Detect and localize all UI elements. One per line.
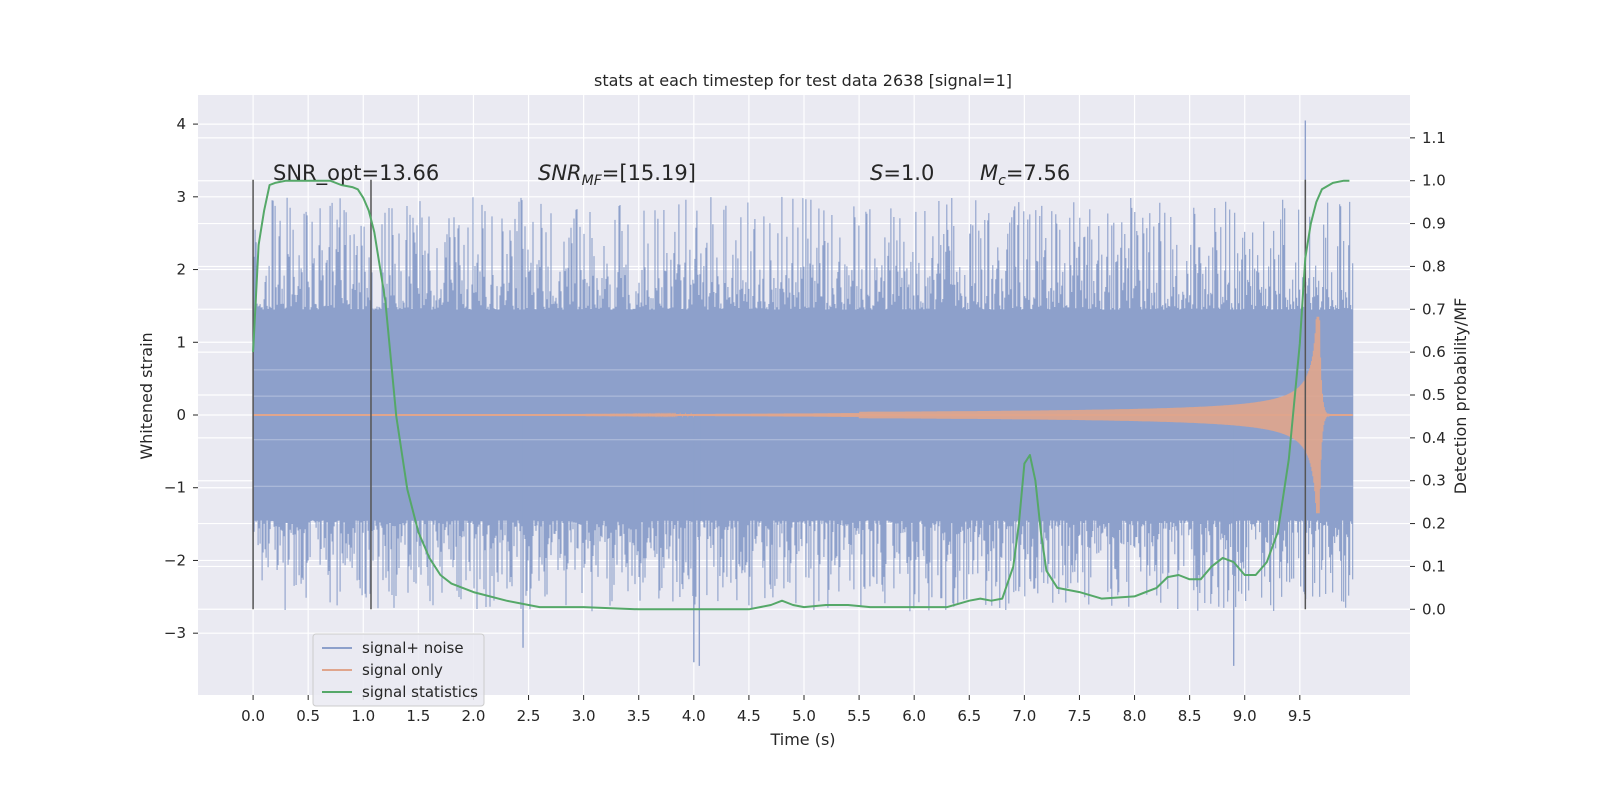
chart-title: stats at each timestep for test data 263… xyxy=(594,71,1012,90)
y-right-tick-label: 0.2 xyxy=(1422,515,1446,533)
snr-mf-value: =[15.19] xyxy=(602,161,696,185)
y-right-axis-ticks: 1.1 1.0 0.9 0.8 0.7 0.6 0.5 0.4 0.3 0.2 0.1 0.0 xyxy=(1410,129,1446,618)
legend: signal+ noise signal only signal statist… xyxy=(312,633,485,707)
x-tick-label: 9.0 xyxy=(1233,707,1257,725)
x-tick-label: 4.0 xyxy=(682,707,706,725)
x-tick-label: 4.5 xyxy=(737,707,761,725)
y-right-tick-label: 0.7 xyxy=(1422,300,1446,318)
x-tick-label: 7.0 xyxy=(1012,707,1036,725)
x-tick-label: 9.5 xyxy=(1288,707,1312,725)
x-tick-label: 0.0 xyxy=(241,707,265,725)
y-left-tick-label: 3 xyxy=(176,188,186,206)
y-right-tick-label: 1.1 xyxy=(1422,129,1446,147)
mc-sub: c xyxy=(998,173,1006,189)
x-tick-label: 6.0 xyxy=(902,707,926,725)
signal-only-series xyxy=(253,316,1353,514)
y-right-tick-label: 0.1 xyxy=(1422,557,1446,575)
x-tick-label: 7.5 xyxy=(1068,707,1092,725)
y-right-tick-label: 0.0 xyxy=(1422,600,1446,618)
annotation-mc: Mc=7.56 xyxy=(980,161,1070,189)
y-left-tick-label: 0 xyxy=(176,406,186,424)
y-left-tick-label: 2 xyxy=(176,261,186,279)
signal-statistics-series xyxy=(252,179,1350,611)
mc-var: M xyxy=(980,161,998,185)
snr-mf-sub: MF xyxy=(582,173,603,189)
x-tick-label: 3.5 xyxy=(627,707,651,725)
annotation-snr-opt: SNR_opt=13.66 xyxy=(273,161,439,186)
y-left-tick-label: 4 xyxy=(176,115,186,133)
y-right-tick-label: 0.4 xyxy=(1422,429,1446,447)
legend-label-signal-noise: signal+ noise xyxy=(362,639,464,657)
y-left-axis-title: Whitened strain xyxy=(137,332,156,459)
y-right-tick-label: 0.3 xyxy=(1422,472,1446,490)
s-value: =1.0 xyxy=(883,161,934,185)
snr-mf-var: SNR xyxy=(538,161,582,185)
y-right-axis-title: Detection probability/MF xyxy=(1451,298,1470,495)
signal-statistics-line xyxy=(252,179,1350,611)
x-tick-label: 6.5 xyxy=(957,707,981,725)
x-tick-label: 1.5 xyxy=(406,707,430,725)
y-left-tick-label: −3 xyxy=(164,624,186,642)
y-right-tick-label: 0.6 xyxy=(1422,343,1446,361)
legend-label-signal-only: signal only xyxy=(362,661,443,679)
x-tick-label: 8.5 xyxy=(1178,707,1202,725)
y-left-tick-label: −2 xyxy=(164,551,186,569)
vertical-markers xyxy=(252,179,1307,610)
x-tick-label: 5.5 xyxy=(847,707,871,725)
mc-value: =7.56 xyxy=(1006,161,1070,185)
x-tick-label: 2.5 xyxy=(517,707,541,725)
x-tick-label: 2.0 xyxy=(462,707,486,725)
s-var: S xyxy=(870,161,883,185)
y-left-tick-label: 1 xyxy=(176,333,186,351)
legend-box xyxy=(312,633,485,707)
annotation-snr-mf: SNRMF=[15.19] xyxy=(538,161,696,189)
x-tick-label: 1.0 xyxy=(351,707,375,725)
y-left-tick-label: −1 xyxy=(164,479,186,497)
annotation-s: S=1.0 xyxy=(870,161,934,185)
y-right-tick-label: 1.0 xyxy=(1422,172,1446,190)
x-tick-label: 0.5 xyxy=(296,707,320,725)
x-axis-ticks: 0.0 0.5 1.0 1.5 2.0 2.5 3.0 3.5 4.0 4.5 5.0 5.5 6.0 6… xyxy=(241,695,1312,725)
legend-label-signal-statistics: signal statistics xyxy=(362,683,478,701)
y-right-tick-label: 0.5 xyxy=(1422,386,1446,404)
x-axis-title: Time (s) xyxy=(769,730,835,749)
x-tick-label: 3.0 xyxy=(572,707,596,725)
x-tick-label: 5.0 xyxy=(792,707,816,725)
y-left-axis-ticks: 4 3 2 1 0 −1 −2 −3 xyxy=(164,115,198,642)
y-right-tick-label: 0.8 xyxy=(1422,257,1446,275)
y-right-tick-label: 0.9 xyxy=(1422,215,1446,233)
x-tick-label: 8.0 xyxy=(1123,707,1147,725)
